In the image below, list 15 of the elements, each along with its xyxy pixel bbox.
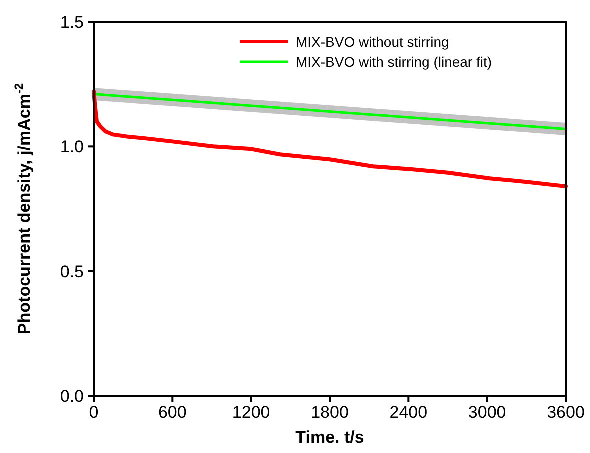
x-tick-label: 0 — [89, 403, 99, 422]
legend-label: MIX-BVO with stirring (linear fit) — [296, 54, 492, 70]
y-tick-label: 0.0 — [60, 387, 84, 406]
x-axis-title: Time. t/s — [296, 428, 364, 447]
legend-label: MIX-BVO without stirring — [296, 34, 450, 50]
y-tick-label: 1.0 — [60, 138, 84, 157]
x-tick-label: 1200 — [232, 403, 270, 422]
x-tick-label: 3000 — [468, 403, 506, 422]
x-tick-label: 3600 — [547, 403, 585, 422]
y-tick-label: 1.5 — [60, 13, 84, 32]
x-tick-label: 2400 — [390, 403, 428, 422]
y-tick-label: 0.5 — [60, 262, 84, 282]
x-tick-label: 1800 — [311, 403, 349, 422]
x-tick-label: 600 — [158, 403, 187, 422]
line-series — [92, 90, 568, 189]
